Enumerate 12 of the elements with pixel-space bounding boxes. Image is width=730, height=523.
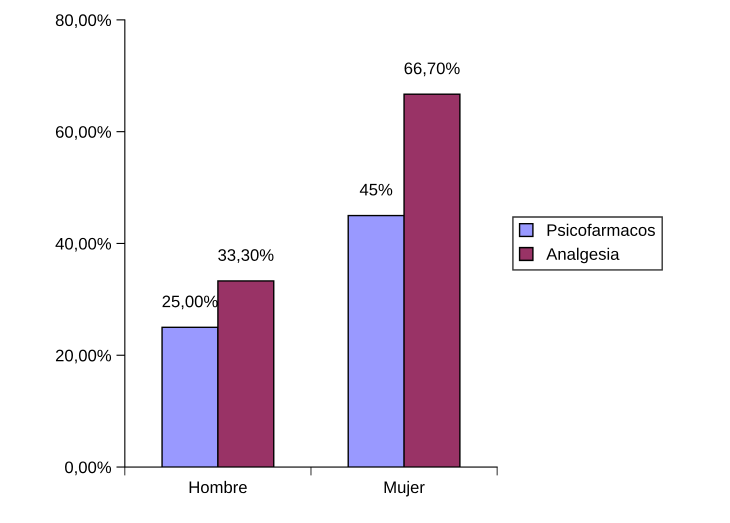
data-label: 66,70% (404, 62, 460, 76)
y-tick-label: 80,00% (56, 14, 112, 28)
y-tick-label: 40,00% (55, 238, 112, 252)
y-tick-label: 0,00% (65, 461, 112, 476)
x-tick-label: Hombre (190, 480, 247, 494)
legend-label: Analgesia (546, 248, 620, 264)
y-tick-label: 60,00% (56, 126, 112, 140)
y-tick-label: 20,00% (56, 350, 112, 364)
data-label: 45% (360, 184, 392, 196)
x-tick-label: Mujer (384, 480, 425, 496)
data-label: 33,30% (218, 249, 274, 263)
legend-label: Psicofarmacos (548, 224, 655, 236)
